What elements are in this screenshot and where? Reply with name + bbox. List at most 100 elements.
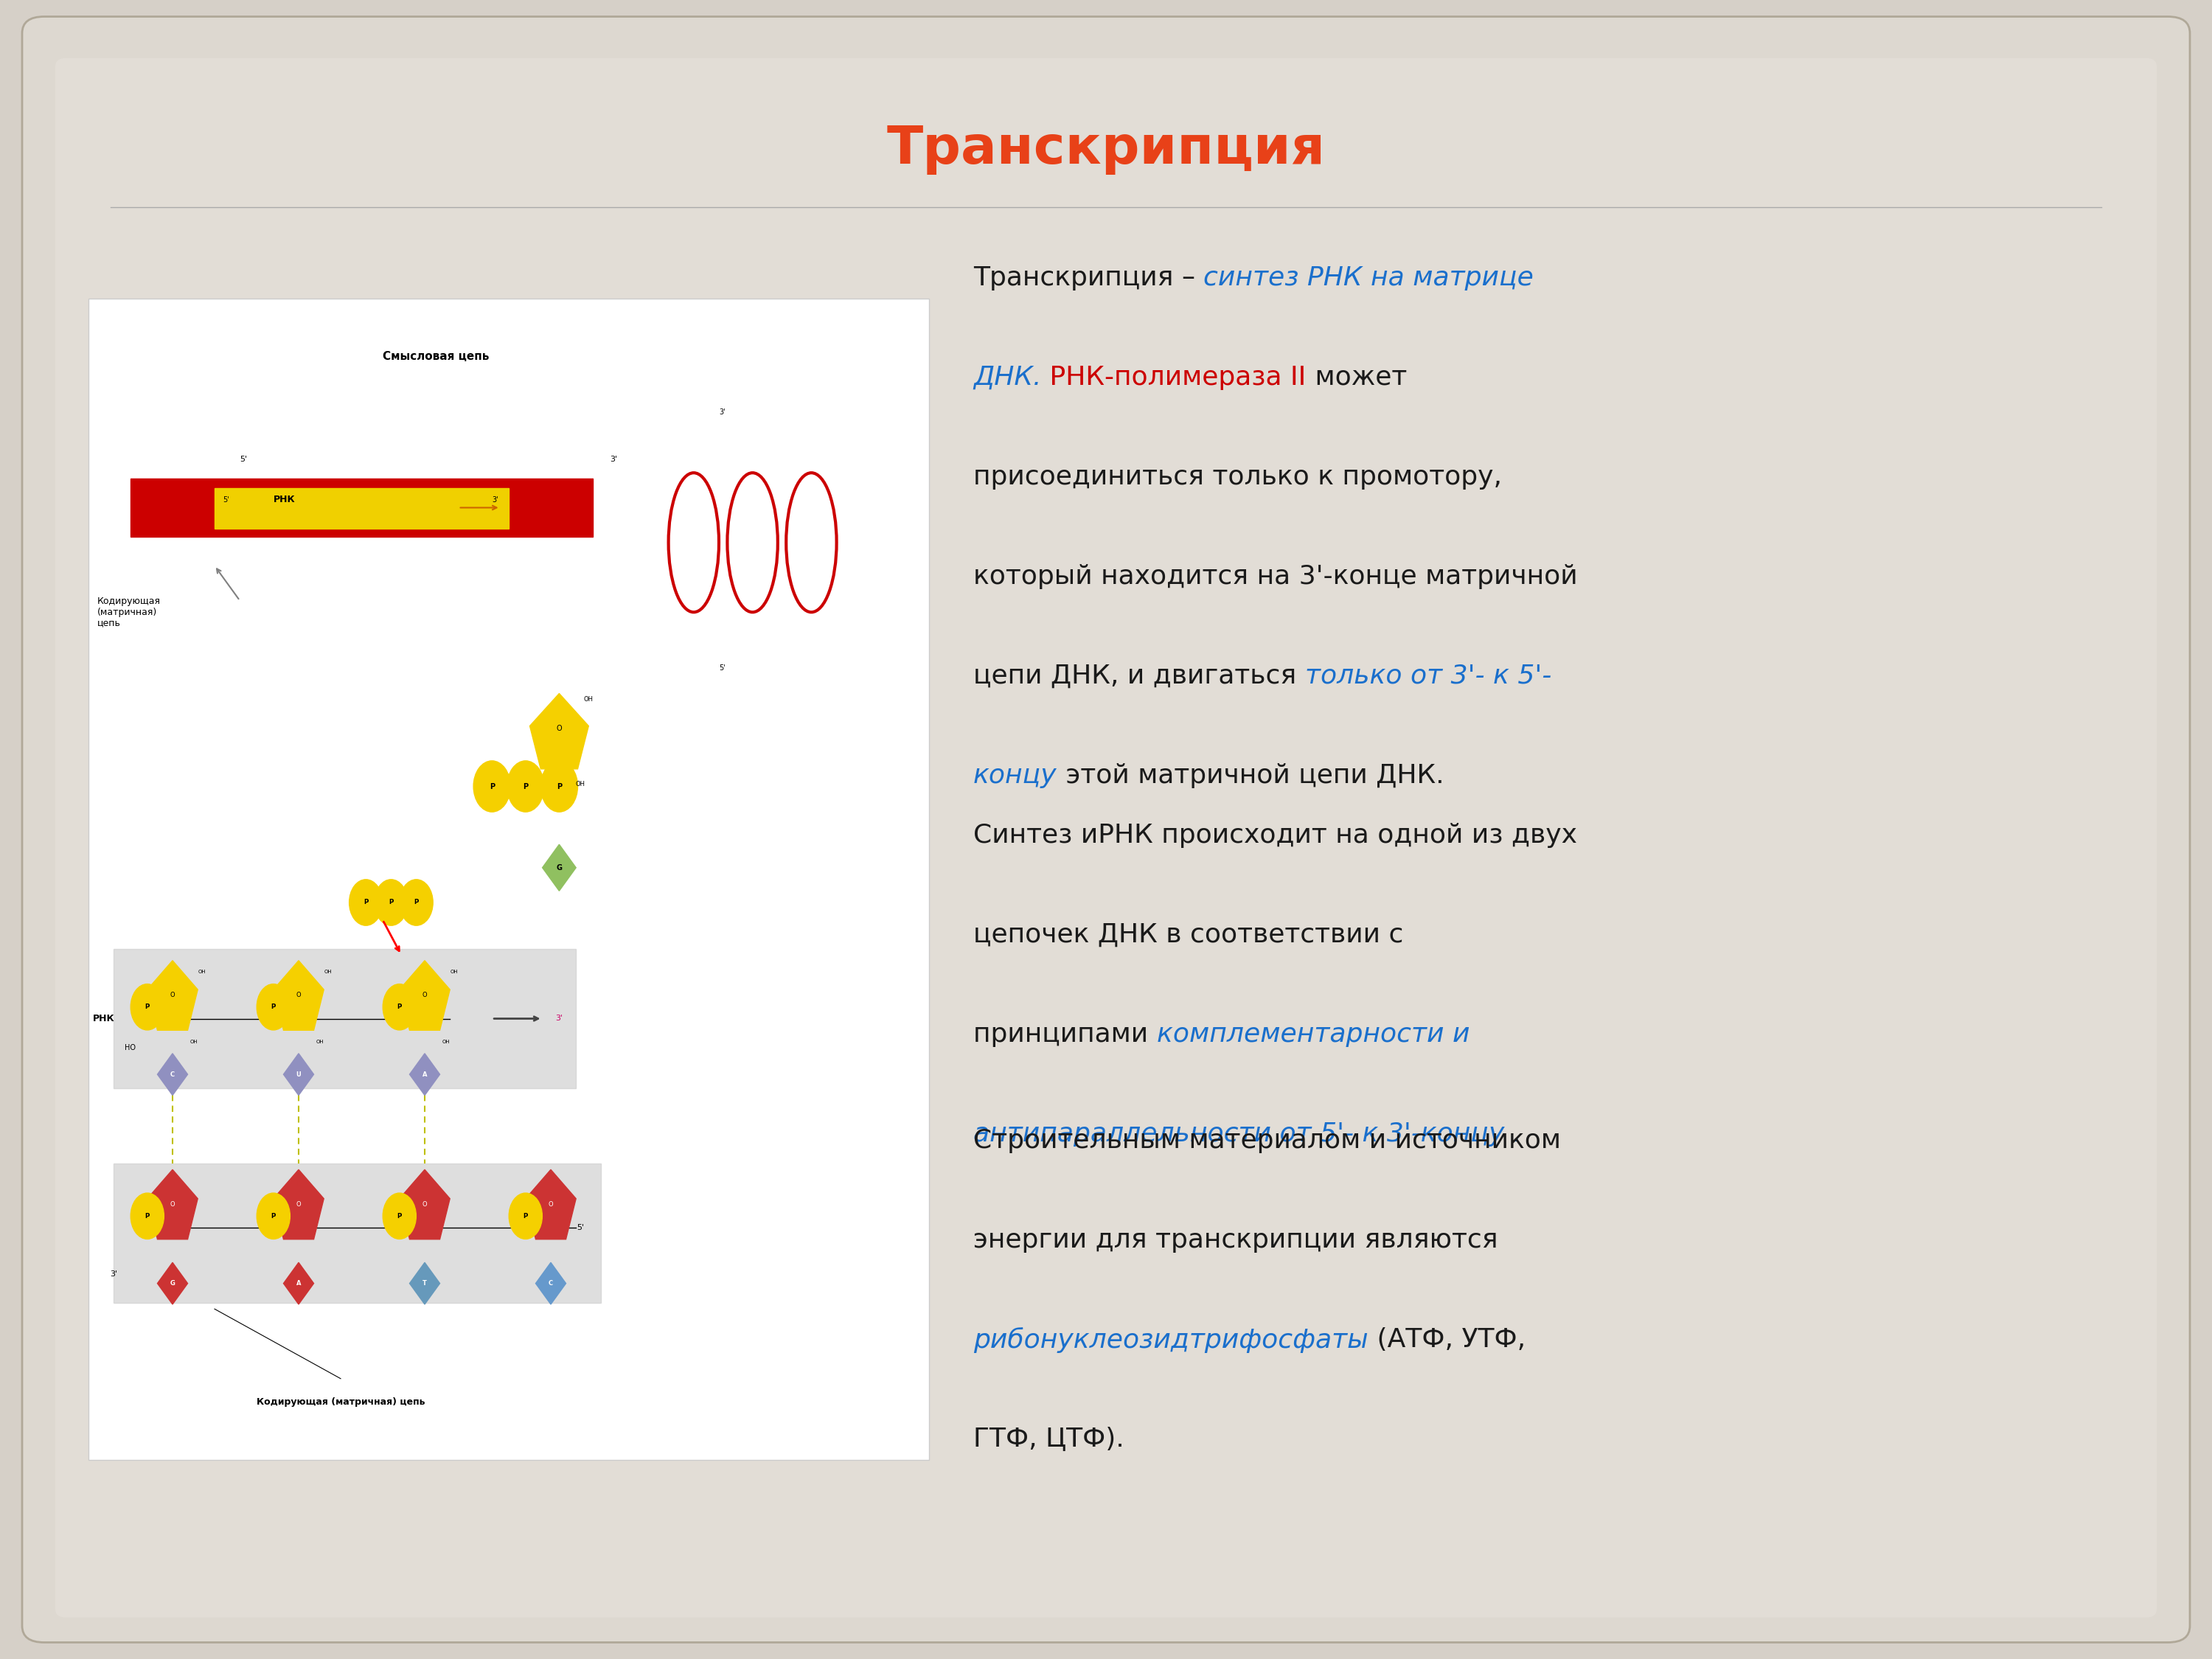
Text: Кодирующая
(матричная)
цепь: Кодирующая (матричная) цепь [97,596,159,629]
Text: OH: OH [575,781,584,788]
FancyBboxPatch shape [55,58,2157,1618]
Text: P: P [272,1213,276,1219]
Text: 3': 3' [611,455,617,463]
Text: присоединиться только к промотору,: присоединиться только к промотору, [973,465,1502,489]
Circle shape [257,984,290,1030]
Text: 3': 3' [111,1271,117,1277]
Circle shape [383,984,416,1030]
Polygon shape [157,1262,188,1304]
Text: Синтез иРНК происходит на одной из двух: Синтез иРНК происходит на одной из двух [973,823,1577,848]
Polygon shape [274,1170,323,1239]
Text: P: P [489,783,495,790]
Text: T: T [422,1281,427,1287]
Text: G: G [170,1281,175,1287]
Text: принципами: принципами [973,1022,1157,1047]
Text: OH: OH [325,971,332,974]
Polygon shape [531,693,588,770]
Circle shape [473,761,511,811]
Text: P: P [398,1004,403,1010]
Text: P: P [398,1213,403,1219]
Text: O: O [296,1201,301,1208]
Text: Транскрипция: Транскрипция [887,124,1325,174]
Text: 5': 5' [577,1224,584,1231]
Text: P: P [522,783,529,790]
Bar [131,478,593,538]
Text: 3': 3' [719,408,726,416]
Text: OH: OH [199,971,206,974]
Text: цепочек ДНК в соответствии с: цепочек ДНК в соответствии с [973,922,1402,947]
Text: Строительным материалом и источником: Строительным материалом и источником [973,1128,1562,1153]
Polygon shape [526,1170,575,1239]
Polygon shape [409,1053,440,1095]
Text: OH: OH [451,971,458,974]
Text: синтез РНК на матрице: синтез РНК на матрице [1203,265,1533,290]
Text: может: может [1307,365,1407,390]
Bar [113,949,575,1088]
Polygon shape [542,844,575,891]
Circle shape [131,1193,164,1239]
Text: U: U [296,1072,301,1078]
Polygon shape [409,1262,440,1304]
Text: Кодирующая (матричная) цепь: Кодирующая (матричная) цепь [257,1397,425,1407]
Text: 3': 3' [555,1015,562,1022]
Polygon shape [148,1170,197,1239]
FancyBboxPatch shape [22,17,2190,1642]
Polygon shape [283,1262,314,1304]
Text: C: C [170,1072,175,1078]
Text: антипараллельности от 5'- к 3'-концу .: антипараллельности от 5'- к 3'-концу . [973,1121,1522,1146]
Text: РНК-полимераза II: РНК-полимераза II [1042,365,1307,390]
Circle shape [349,879,383,926]
Text: Смысловая цепь: Смысловая цепь [383,352,489,362]
Text: 5': 5' [223,496,230,503]
Text: A: A [296,1281,301,1287]
Text: O: O [422,992,427,999]
Circle shape [507,761,544,811]
Text: P: P [389,899,394,906]
Text: энергии для транскрипции являются: энергии для транскрипции являются [973,1228,1498,1253]
Text: P: P [146,1004,150,1010]
Polygon shape [148,961,197,1030]
Polygon shape [274,961,323,1030]
Polygon shape [283,1053,314,1095]
Polygon shape [157,1053,188,1095]
Text: P: P [524,1213,529,1219]
Bar [215,488,509,529]
FancyBboxPatch shape [88,299,929,1460]
Text: P: P [414,899,418,906]
Circle shape [540,761,577,811]
Text: G: G [555,864,562,871]
Circle shape [509,1193,542,1239]
Circle shape [374,879,407,926]
Text: этой матричной цепи ДНК.: этой матричной цепи ДНК. [1057,763,1444,788]
Text: только от 3'- к 5'-: только от 3'- к 5'- [1305,664,1551,688]
Text: P: P [363,899,367,906]
Text: O: O [549,1201,553,1208]
Circle shape [257,1193,290,1239]
Text: РНК: РНК [274,494,294,504]
Circle shape [131,984,164,1030]
Text: P: P [557,783,562,790]
Text: O: O [170,992,175,999]
Text: C: C [549,1281,553,1287]
Text: 5': 5' [239,455,248,463]
Text: комплементарности и: комплементарности и [1157,1022,1469,1047]
Text: O: O [296,992,301,999]
Text: HO: HO [124,1044,137,1052]
Circle shape [400,879,434,926]
Polygon shape [400,961,449,1030]
Text: рибонуклеозидтрифосфаты: рибонуклеозидтрифосфаты [973,1327,1369,1354]
Text: P: P [146,1213,150,1219]
Polygon shape [535,1262,566,1304]
Text: P: P [272,1004,276,1010]
Text: РНК: РНК [93,1014,115,1024]
Text: O: O [170,1201,175,1208]
Polygon shape [400,1170,449,1239]
Text: (АТФ, УТФ,: (АТФ, УТФ, [1369,1327,1526,1352]
Text: OH: OH [316,1040,323,1044]
Circle shape [383,1193,416,1239]
Text: 5': 5' [719,664,726,672]
Text: A: A [422,1072,427,1078]
Text: ГТФ, ЦТФ).: ГТФ, ЦТФ). [973,1427,1124,1452]
Text: концу: концу [973,763,1057,788]
Text: OH: OH [190,1040,197,1044]
